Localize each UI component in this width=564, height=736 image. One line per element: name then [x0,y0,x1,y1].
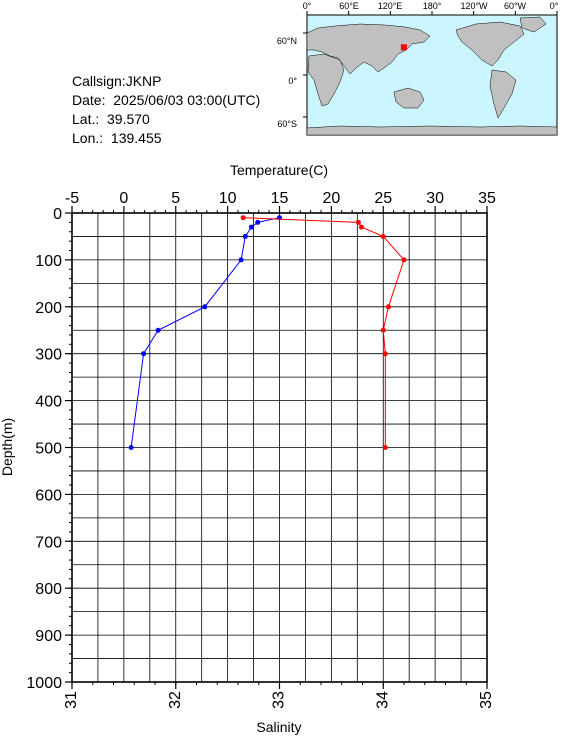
temperature-data-point [242,233,248,239]
temperature-data-point [248,224,254,230]
map-lon-label: 0° [303,1,312,11]
temperature-tick-label: 25 [374,190,392,207]
map-land-africa [307,53,345,107]
map-land-north-america [455,21,525,67]
depth-tick-label: 0 [53,206,62,223]
temperature-tick-label: 0 [119,190,128,207]
depth-tick-label: 900 [35,628,62,645]
temperature-data-point [255,219,261,225]
chart-series [128,215,407,450]
latitude-text: Lat.: 39.570 [72,111,150,127]
depth-tick-label: 100 [35,253,62,270]
map-land [306,16,558,136]
temperature-tick-label: -5 [65,190,79,207]
depth-tick-label: 700 [35,534,62,551]
salinity-data-point [401,257,407,263]
map-land-antarctica [306,125,558,136]
map-lon-label: 0° [550,1,559,11]
map-land-eurasia [306,23,431,75]
depth-tick-label: 200 [35,300,62,317]
map-land-south-america [489,69,517,119]
longitude-text: Lon.: 139.455 [72,130,162,146]
salinity-data-point [385,304,391,310]
temperature-tick-label: 20 [322,190,340,207]
temperature-tick-label: 35 [478,190,496,207]
temperature-axis-title: Temperature(C) [230,162,328,178]
map-lat-label: 60°N [277,36,297,46]
salinity-tick-label: 33 [271,691,288,709]
salinity-tick-label: 35 [478,691,495,709]
callsign-text: Callsign:JKNP [72,73,162,89]
temperature-data-point [141,351,147,357]
depth-axis-title: Depth(m) [0,418,15,476]
salinity-data-point [382,445,388,450]
map-land-greenland [519,16,547,33]
temperature-data-point [128,445,134,450]
temperature-tick-label: 30 [426,190,444,207]
map-lon-label: 120°W [460,1,488,11]
chart-grid [71,212,488,683]
depth-tick-label: 500 [35,441,62,458]
salinity-data-point [240,215,246,221]
salinity-profile-line [243,217,405,448]
temperature-data-point [202,304,208,310]
depth-tick-label: 300 [35,347,62,364]
date-text: Date: 2025/06/03 03:00(UTC) [72,92,261,108]
salinity-data-point [382,351,388,357]
map-lon-label: 120°E [378,1,403,11]
salinity-data-point [380,327,386,333]
map-land-australia [393,87,425,109]
depth-tick-label: 400 [35,394,62,411]
salinity-data-point [380,233,386,239]
temperature-tick-label: 10 [219,190,237,207]
map-lon-label: 60°E [339,1,359,11]
station-info: Callsign:JKNP Date: 2025/06/03 03:00(UTC… [72,72,260,148]
temperature-tick-label: 5 [171,190,180,207]
depth-tick-label: 800 [35,581,62,598]
map-lat-label: 0° [288,76,297,86]
map-frame-ticks [303,11,558,118]
salinity-axis-title: Salinity [256,719,301,735]
salinity-data-point [358,224,364,230]
salinity-tick-label: 34 [374,691,391,709]
depth-tick-label: 1000 [26,675,62,692]
salinity-tick-label: 32 [167,691,184,709]
temperature-data-point [155,327,161,333]
temperature-tick-label: 15 [271,190,289,207]
salinity-data-point [355,219,361,225]
temperature-data-point [238,257,244,263]
salinity-tick-label: 31 [63,691,80,709]
map-lat-label: 60°S [277,119,297,129]
map-lon-label: 60°W [504,1,527,11]
station-marker [400,44,407,51]
temperature-profile-line [130,217,280,448]
world-map: 0° 60°E 120°E 180° 120°W 60°W 0° 60°N 0°… [277,1,559,136]
map-lon-label: 180° [423,1,442,11]
depth-tick-label: 600 [35,487,62,504]
